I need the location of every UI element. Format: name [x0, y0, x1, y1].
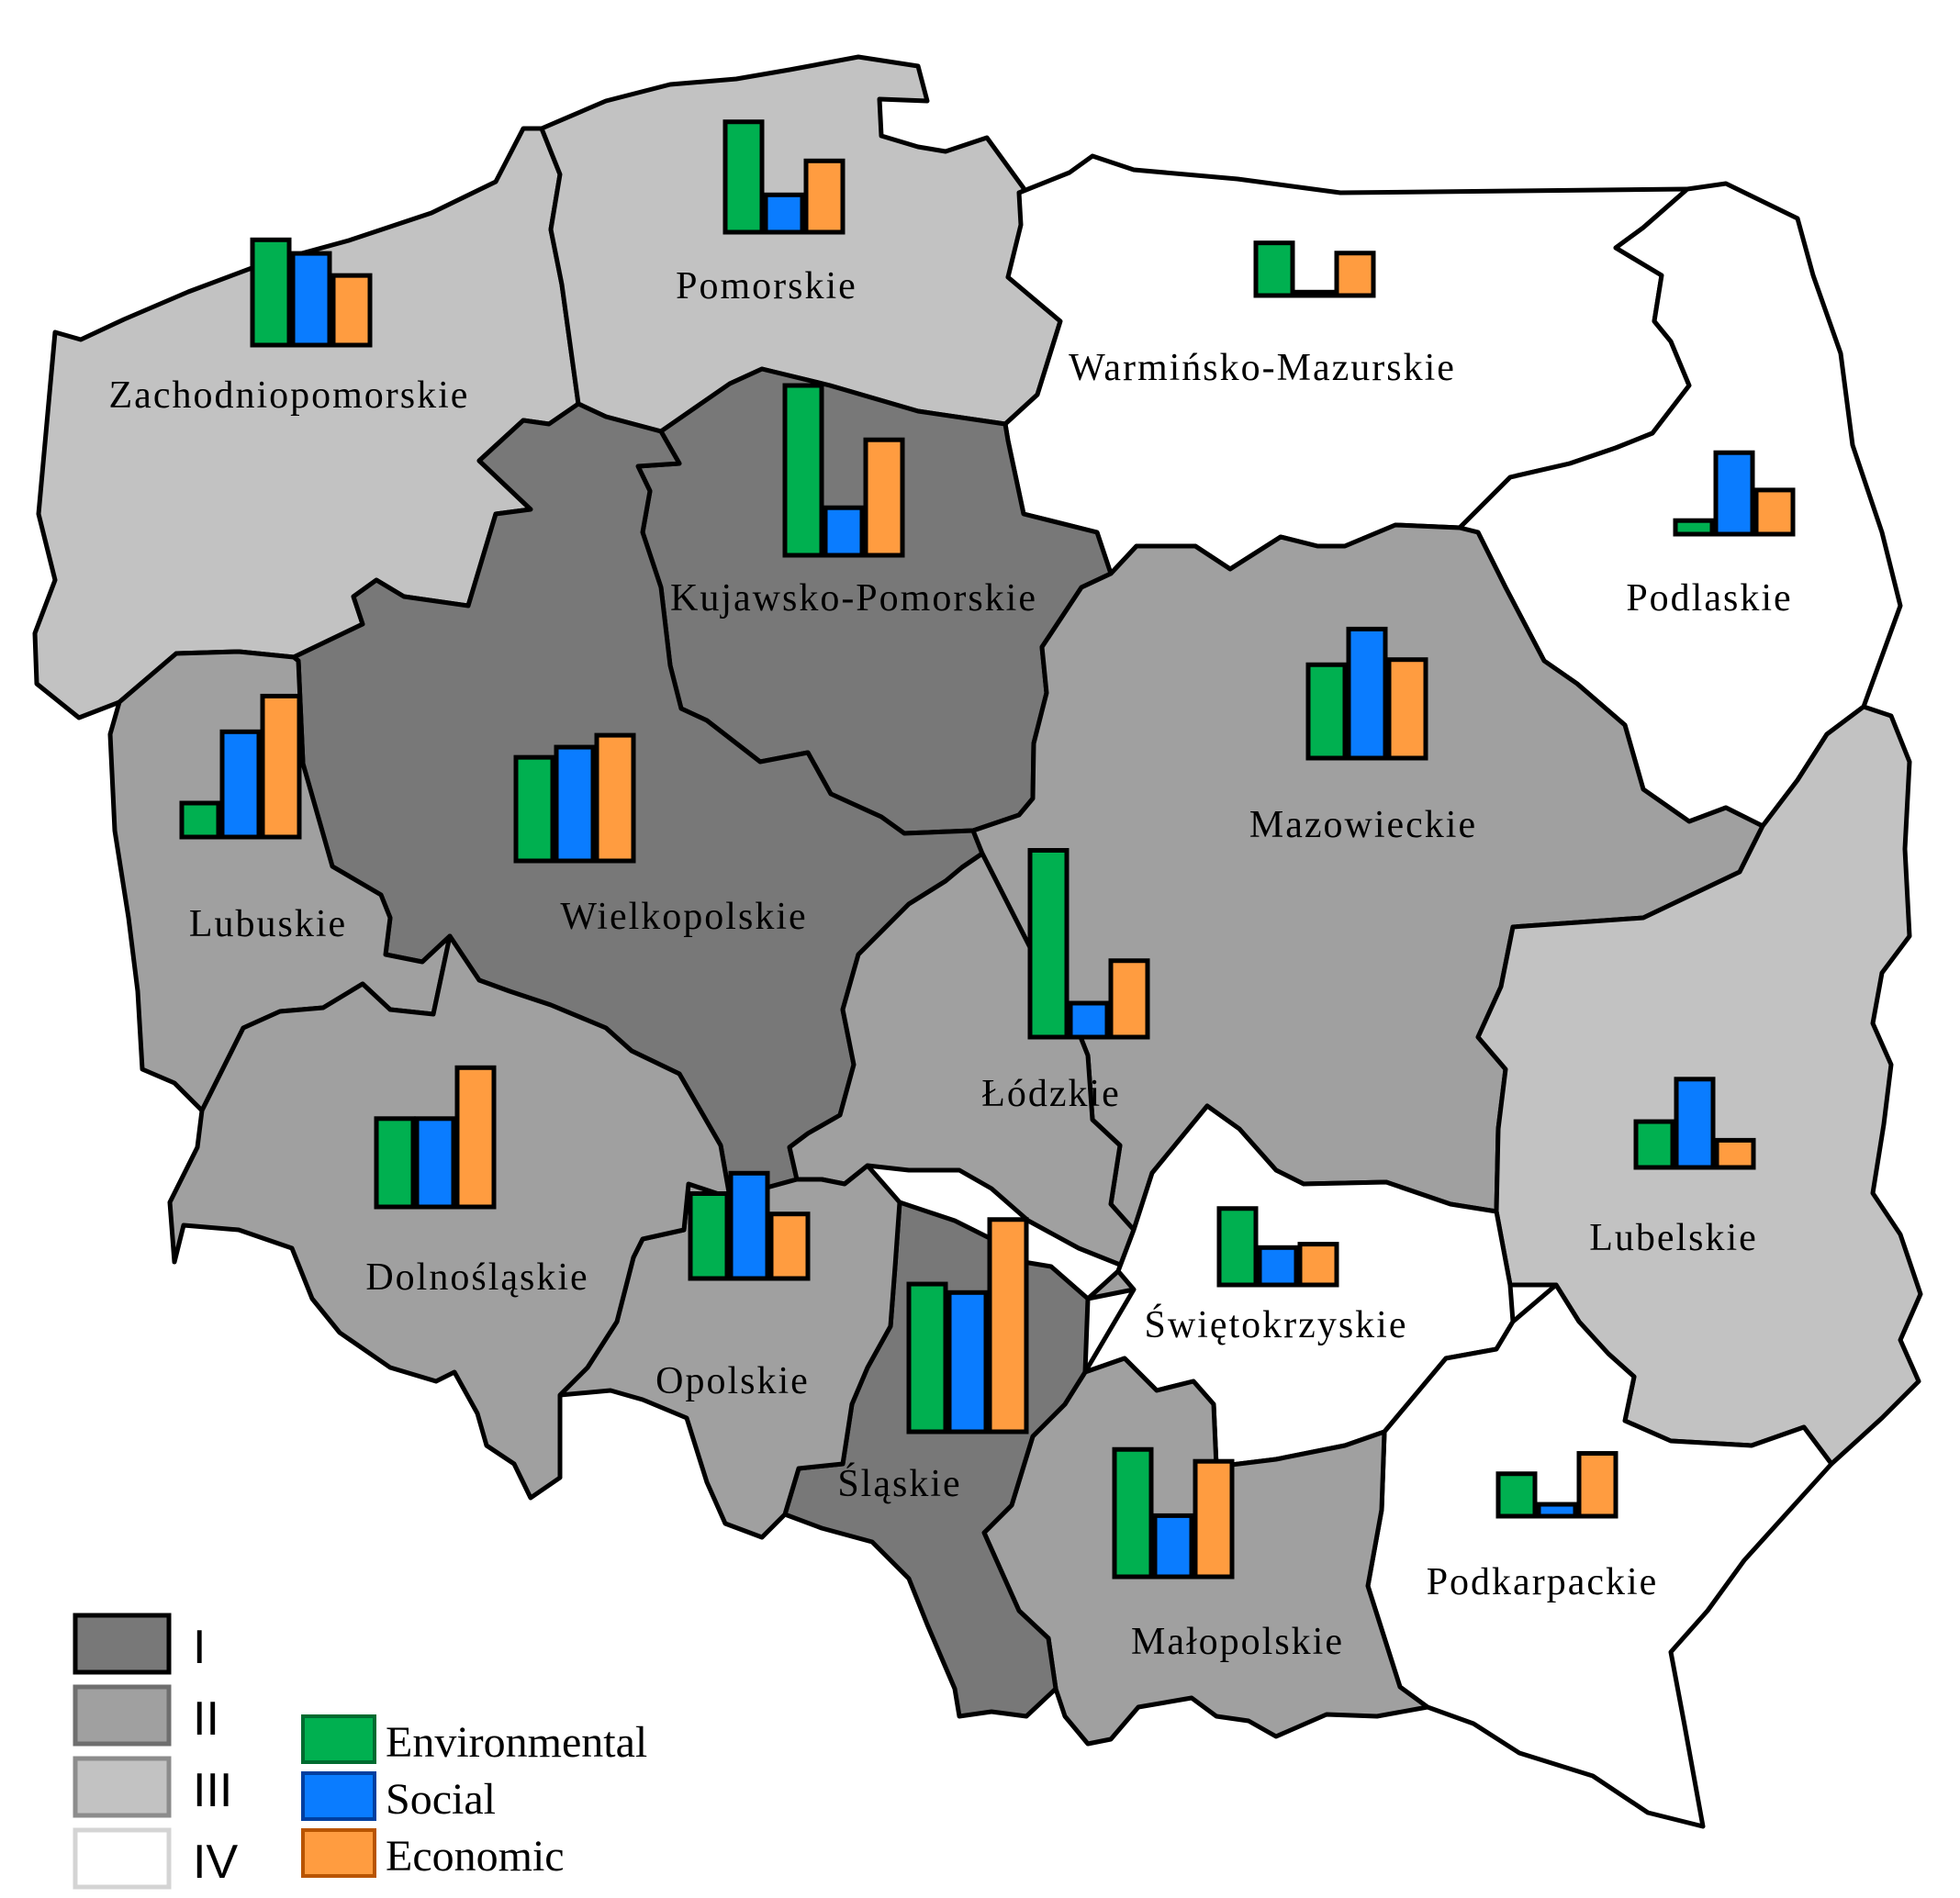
- bar-podkarpackie-economic: [1576, 1451, 1618, 1519]
- legend-swatch-economic: [301, 1828, 376, 1878]
- legend-label-class-I: I: [193, 1621, 206, 1674]
- bar-warminsko-mazurskie-economic: [1334, 251, 1376, 298]
- bar-malopolskie-social: [1152, 1513, 1194, 1580]
- bar-mazowieckie-social: [1346, 626, 1388, 761]
- bar-wielkopolskie-economic: [594, 732, 636, 864]
- bar-dolnoslaskie-social: [414, 1116, 456, 1210]
- bar-dolnoslaskie-economic: [454, 1065, 497, 1210]
- region-dolnoslaskie[interactable]: [167, 933, 733, 1501]
- bar-zachodniopomorskie-economic: [330, 273, 373, 348]
- bar-podlaskie-social: [1713, 450, 1755, 537]
- bar-podlaskie-economic: [1753, 487, 1796, 537]
- bar-opolskie-environmental: [688, 1191, 730, 1281]
- bar-lubuskie-environmental: [179, 800, 221, 840]
- bar-pomorskie-social: [763, 192, 805, 235]
- bar-opolskie-social: [728, 1170, 770, 1281]
- bar-warminsko-mazurskie-environmental: [1253, 240, 1295, 298]
- bar-lodzkie-economic: [1108, 958, 1150, 1040]
- bar-lubuskie-economic: [260, 693, 302, 840]
- region-pomorskie[interactable]: [539, 54, 1063, 434]
- bar-pomorskie-economic: [803, 158, 846, 235]
- bar-lubelskie-environmental: [1633, 1119, 1675, 1170]
- region-labels: Zachodniopomorskie Pomorskie Warmińsko-Maz…: [109, 265, 1792, 1663]
- bar-swietokrzyskie-environmental: [1216, 1206, 1259, 1288]
- region-label-lubelskie: Lubelskie: [1589, 1217, 1758, 1259]
- region-label-podkarpackie: Podkarpackie: [1427, 1561, 1659, 1603]
- legend-swatch-environmental: [301, 1714, 376, 1764]
- legend-label-social: Social: [386, 1775, 496, 1824]
- bar-kujawsko-pomorskie-economic: [863, 437, 905, 558]
- region-lodzkie[interactable]: [787, 851, 1137, 1301]
- bar-slaskie-social: [946, 1290, 989, 1435]
- bar-slaskie-environmental: [906, 1281, 948, 1435]
- bar-mazowieckie-economic: [1386, 657, 1428, 761]
- legend-swatch-social: [301, 1771, 376, 1821]
- bar-lubuskie-social: [219, 729, 262, 840]
- region-polygons: [32, 54, 1923, 1829]
- legend-label-economic: Economic: [386, 1832, 565, 1881]
- legend-label-class-II: II: [193, 1692, 219, 1746]
- region-label-wielkopolskie: Wielkopolskie: [560, 896, 807, 938]
- bar-lubelskie-social: [1674, 1077, 1716, 1170]
- bar-kujawsko-pomorskie-social: [823, 505, 865, 558]
- bar-wielkopolskie-environmental: [513, 754, 555, 864]
- bar-malopolskie-economic: [1193, 1458, 1235, 1580]
- legend-label-class-IV: IV: [193, 1836, 238, 1889]
- legend: I II III IV Environmental Social Economi…: [73, 1613, 647, 1890]
- bar-dolnoslaskie-environmental: [374, 1116, 416, 1210]
- bar-podlaskie-environmental: [1673, 518, 1715, 537]
- bar-kujawsko-pomorskie-environmental: [782, 383, 824, 558]
- legend-swatch-class-I: [73, 1613, 172, 1675]
- region-label-opolskie: Opolskie: [655, 1360, 810, 1402]
- bar-malopolskie-environmental: [1112, 1446, 1154, 1580]
- region-podkarpackie[interactable]: [1365, 1282, 1834, 1829]
- legend-swatch-class-IV: [73, 1827, 172, 1890]
- bar-swietokrzyskie-economic: [1297, 1242, 1339, 1288]
- bar-lubelskie-economic: [1714, 1137, 1756, 1170]
- bar-lodzkie-environmental: [1027, 848, 1070, 1040]
- bar-opolskie-economic: [768, 1211, 811, 1281]
- bar-wielkopolskie-social: [554, 744, 596, 864]
- region-label-warminsko-mazurskie: Warmińsko-Mazurskie: [1069, 347, 1456, 389]
- bar-warminsko-mazurskie-social: [1294, 289, 1336, 298]
- bar-zachodniopomorskie-social: [290, 251, 332, 348]
- bar-slaskie-economic: [987, 1217, 1029, 1435]
- bar-pomorskie-environmental: [722, 119, 765, 235]
- bar-mazowieckie-environmental: [1305, 662, 1348, 761]
- region-label-swietokrzyskie: Świętokrzyskie: [1145, 1303, 1408, 1346]
- region-bar-charts: [179, 119, 1796, 1580]
- legend-swatch-class-II: [73, 1684, 172, 1747]
- legend-label-environmental: Environmental: [386, 1718, 647, 1767]
- region-label-zachodniopomorskie: Zachodniopomorskie: [109, 374, 470, 417]
- bar-lodzkie-social: [1068, 1000, 1110, 1040]
- legend-label-class-III: III: [193, 1764, 232, 1817]
- legend-swatch-class-III: [73, 1756, 172, 1818]
- region-label-lubuskie: Lubuskie: [189, 903, 347, 945]
- bar-zachodniopomorskie-environmental: [250, 237, 292, 348]
- bar-swietokrzyskie-social: [1257, 1245, 1299, 1288]
- region-label-podlaskie: Podlaskie: [1626, 577, 1792, 620]
- bar-podkarpackie-environmental: [1495, 1471, 1538, 1519]
- region-label-slaskie: Śląskie: [837, 1462, 961, 1505]
- region-label-mazowieckie: Mazowieckie: [1249, 804, 1477, 846]
- region-label-kujawsko-pomorskie: Kujawsko-Pomorskie: [670, 577, 1037, 620]
- region-label-lodzkie: Łódzkie: [981, 1073, 1121, 1115]
- region-label-malopolskie: Małopolskie: [1131, 1621, 1344, 1663]
- bar-podkarpackie-social: [1536, 1502, 1578, 1519]
- region-label-dolnoslaskie: Dolnośląskie: [365, 1256, 588, 1299]
- region-label-pomorskie: Pomorskie: [676, 265, 857, 307]
